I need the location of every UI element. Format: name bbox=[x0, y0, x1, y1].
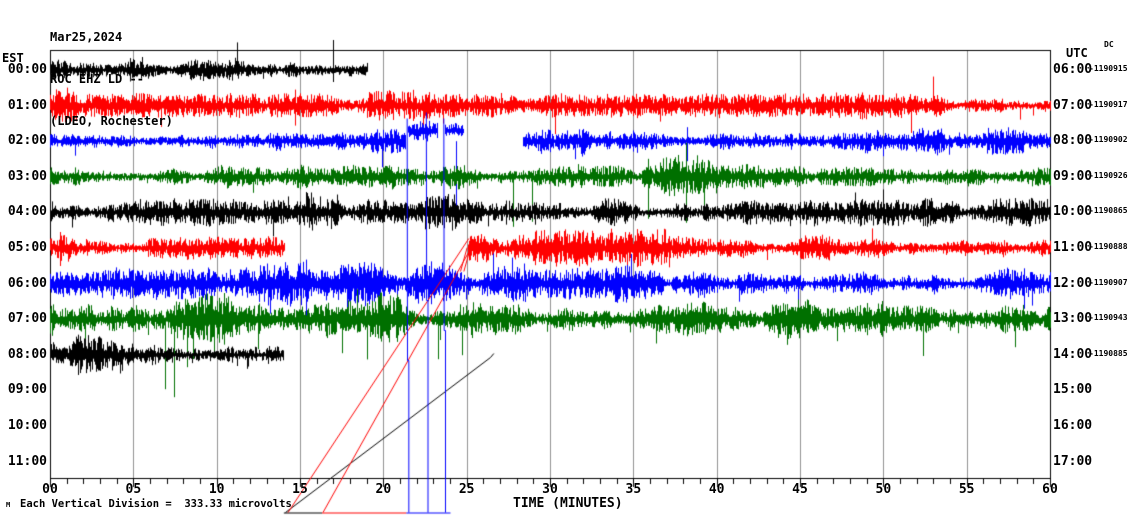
x-tick-label: 55 bbox=[958, 482, 975, 497]
x-tick-label: 05 bbox=[125, 482, 142, 497]
header-station: ROC EHZ LD -- bbox=[50, 72, 144, 86]
x-tick-label: 30 bbox=[542, 482, 558, 497]
x-tick-label: 20 bbox=[375, 482, 392, 497]
x-axis-label: TIME (MINUTES) bbox=[513, 496, 623, 511]
dc-value: -1190902 bbox=[1089, 135, 1128, 145]
dc-value: -1190926 bbox=[1089, 170, 1128, 180]
dc-value: -1190907 bbox=[1089, 277, 1128, 287]
utc-label: 16:00 bbox=[1053, 418, 1093, 433]
est-label: 11:00 bbox=[7, 453, 47, 469]
utc-label: 08:00 bbox=[1053, 133, 1093, 149]
utc-label: 11:00 bbox=[1053, 240, 1093, 255]
est-label: 08:00 bbox=[7, 346, 47, 362]
x-tick-label: 45 bbox=[792, 482, 808, 497]
utc-label: 15:00 bbox=[1053, 382, 1093, 398]
dc-value: -1190865 bbox=[1089, 206, 1128, 216]
x-tick-label: 25 bbox=[458, 482, 475, 497]
utc-label: 06:00 bbox=[1053, 62, 1093, 77]
utc-label: 12:00 bbox=[1053, 275, 1093, 291]
x-tick-label: 00 bbox=[42, 482, 58, 497]
dc-value: -1190915 bbox=[1089, 64, 1128, 73]
right-axis-title: UTC bbox=[1066, 46, 1088, 60]
header-location: (LDEO, Rochester) bbox=[50, 114, 173, 128]
utc-label: 14:00 bbox=[1053, 346, 1093, 362]
utc-label: 13:00 bbox=[1053, 311, 1093, 327]
dc-value: -1190888 bbox=[1089, 242, 1128, 251]
utc-label: 10:00 bbox=[1053, 204, 1093, 220]
est-label: 03:00 bbox=[7, 168, 47, 184]
dc-column-title: DC bbox=[1104, 40, 1114, 49]
est-label: 01:00 bbox=[7, 97, 47, 113]
dc-value: -1190885 bbox=[1089, 348, 1128, 358]
utc-label: 09:00 bbox=[1053, 168, 1093, 184]
x-tick-label: 15 bbox=[292, 482, 308, 497]
x-tick-label: 40 bbox=[708, 482, 725, 497]
x-tick-label: 50 bbox=[875, 482, 892, 497]
est-label: 06:00 bbox=[7, 275, 47, 291]
dc-value: -1190943 bbox=[1089, 313, 1128, 323]
utc-label: 07:00 bbox=[1053, 97, 1093, 113]
x-tick-label: 60 bbox=[1042, 482, 1058, 497]
est-label: 09:00 bbox=[7, 382, 47, 398]
est-label: 07:00 bbox=[7, 311, 47, 327]
header-date: Mar25,2024 bbox=[50, 30, 123, 44]
utc-label: 17:00 bbox=[1053, 453, 1093, 469]
est-label: 04:00 bbox=[7, 204, 47, 220]
left-axis-title: EST bbox=[2, 51, 24, 65]
est-label: 00:00 bbox=[7, 62, 47, 77]
x-tick-label: 35 bbox=[625, 482, 642, 497]
est-label: 02:00 bbox=[7, 133, 47, 149]
est-label: 10:00 bbox=[7, 418, 47, 433]
x-tick-label: 10 bbox=[208, 482, 225, 497]
footer-marker: M bbox=[6, 501, 11, 509]
dc-value: -1190917 bbox=[1089, 99, 1128, 109]
scale-note: Each Vertical Division = 333.33 microvol… bbox=[20, 498, 292, 510]
plot-header: Mar25,2024 ROC EHZ LD -- (LDEO, Rocheste… bbox=[50, 2, 173, 156]
est-label: 05:00 bbox=[7, 240, 47, 255]
